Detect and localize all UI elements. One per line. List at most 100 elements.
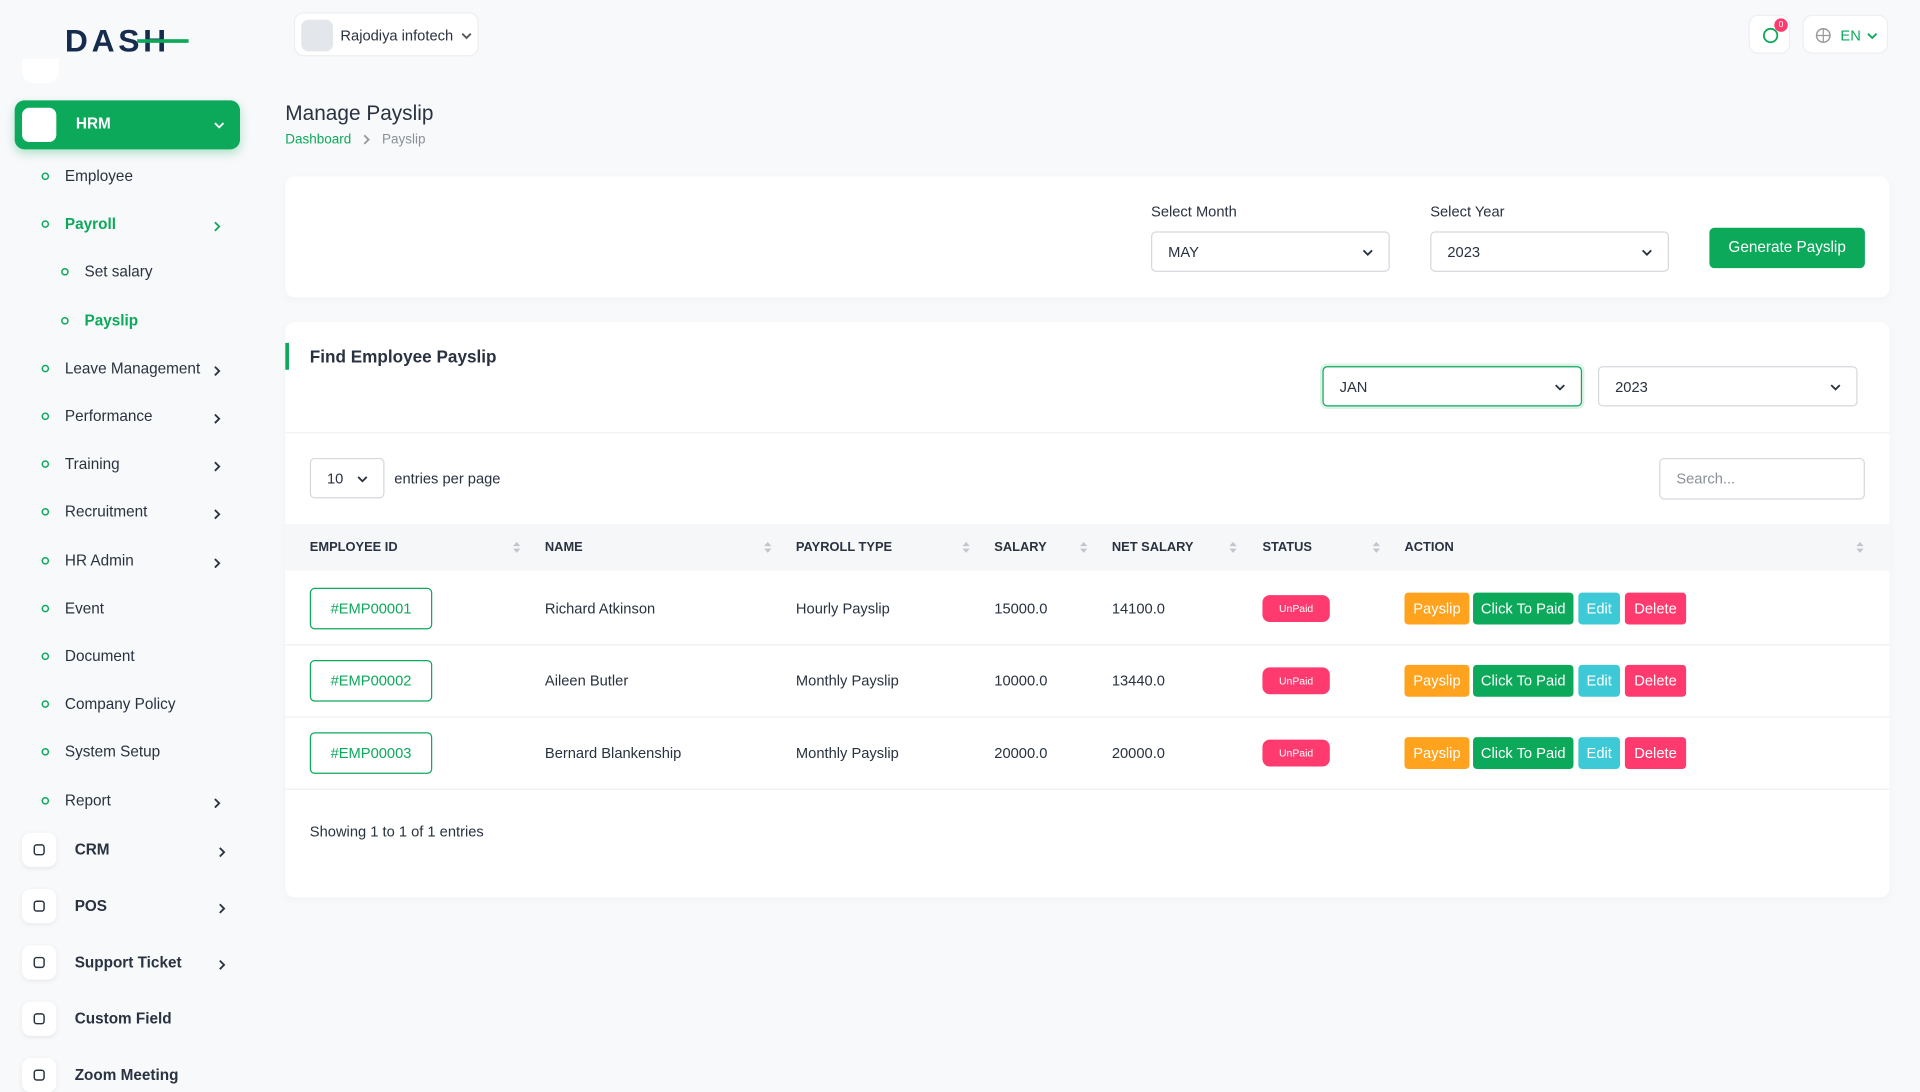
breadcrumb-current: Payslip <box>382 132 426 147</box>
row-divider <box>285 644 1890 646</box>
table-header <box>285 524 1890 571</box>
search-box[interactable]: Search... <box>1659 457 1865 500</box>
action-button[interactable]: Delete <box>1624 592 1687 625</box>
module-item[interactable]: POS <box>74 897 108 915</box>
chevron <box>357 476 368 483</box>
hrm-menu[interactable]: HRM <box>14 100 241 150</box>
divider <box>285 432 1890 434</box>
menu-item[interactable]: Company Policy <box>64 695 176 713</box>
notification-button[interactable]: 0 <box>1748 14 1791 54</box>
chevron <box>219 903 226 914</box>
action-button[interactable]: Click To Paid <box>1473 737 1574 769</box>
chevron <box>1830 384 1841 391</box>
module-item[interactable]: Support Ticket <box>74 953 182 972</box>
module-item[interactable]: CRM <box>74 841 110 859</box>
module-icon <box>22 832 57 867</box>
menu-item[interactable]: Recruitment <box>64 503 148 521</box>
employee-id-button[interactable]: #EMP00002 <box>309 660 433 702</box>
module-icon <box>22 888 57 924</box>
menu-item[interactable]: Employee <box>64 167 133 185</box>
menu-item[interactable]: Event <box>64 599 105 617</box>
sort-icon <box>513 541 521 553</box>
entries-select[interactable]: 10 <box>309 457 385 499</box>
status-badge: UnPaid <box>1262 595 1330 623</box>
action-button[interactable]: Edit <box>1578 592 1621 625</box>
bullet <box>41 508 50 517</box>
column-header: ACTION <box>1404 540 1454 555</box>
generate-card: Select Month MAY Select Year 2023 Generate P… <box>285 176 1890 298</box>
generate-button[interactable]: Generate Payslip <box>1709 227 1865 269</box>
module-icon <box>22 1001 57 1036</box>
menu-item[interactable]: Payslip <box>84 311 139 329</box>
table-footer: Showing 1 to 1 of 1 entries <box>309 822 484 841</box>
employee-id-button[interactable]: #EMP00003 <box>309 732 433 774</box>
net-salary: 14100.0 <box>1111 600 1165 618</box>
select-value: 2023 <box>1615 378 1648 396</box>
status-badge: UnPaid <box>1262 739 1330 767</box>
sort-icon <box>1229 541 1237 553</box>
status-badge: UnPaid <box>1262 667 1330 695</box>
bullet <box>41 172 50 181</box>
menu-item[interactable]: System Setup <box>64 743 161 761</box>
page-title: Manage Payslip <box>285 101 434 125</box>
action-button[interactable]: Click To Paid <box>1473 592 1574 625</box>
breadcrumb-link[interactable]: Dashboard <box>285 132 352 147</box>
year-label: Select Year <box>1430 203 1505 221</box>
action-button[interactable]: Edit <box>1578 737 1621 769</box>
bullet <box>41 652 50 661</box>
salary: 10000.0 <box>994 672 1048 690</box>
column-header: EMPLOYEE ID <box>309 540 398 555</box>
action-button[interactable]: Payslip <box>1404 737 1470 769</box>
find-card: Find Employee Payslip JAN 2023 10 entries pe… <box>285 322 1890 898</box>
select-value: 2023 <box>1447 243 1481 261</box>
payroll-type: Monthly Payslip <box>795 744 899 762</box>
language: EN <box>1840 26 1861 45</box>
action-button[interactable]: Payslip <box>1404 592 1470 625</box>
employee-name: Bernard Blankenship <box>544 744 682 762</box>
bullet <box>41 556 50 565</box>
menu-item[interactable]: Training <box>64 455 120 473</box>
sort-icon <box>962 541 970 553</box>
menu-item[interactable]: Set salary <box>84 263 153 281</box>
module-glyph <box>33 844 45 856</box>
avatar <box>301 19 334 52</box>
net-salary: 13440.0 <box>1111 672 1165 690</box>
filter-month[interactable]: JAN <box>1322 366 1583 407</box>
chevron <box>1362 249 1373 256</box>
month-select[interactable]: MAY <box>1151 231 1390 272</box>
module-item[interactable]: Zoom Meeting <box>74 1066 179 1084</box>
bullet <box>41 796 50 805</box>
menu-item[interactable]: Report <box>64 791 111 809</box>
select-value: JAN <box>1339 378 1368 396</box>
module-item[interactable]: Custom Field <box>74 1010 172 1028</box>
year-select[interactable]: 2023 <box>1430 231 1669 272</box>
action-button[interactable]: Click To Paid <box>1473 664 1574 697</box>
module-glyph <box>33 956 45 969</box>
title-accent <box>285 342 289 370</box>
action-button[interactable]: Delete <box>1624 737 1687 769</box>
bullet <box>61 268 69 277</box>
menu-item[interactable]: Document <box>64 647 135 665</box>
action-button[interactable]: Edit <box>1578 664 1621 697</box>
chevron <box>214 557 221 568</box>
language-button[interactable]: EN <box>1802 14 1889 54</box>
chevron <box>219 847 226 858</box>
action-button[interactable]: Delete <box>1624 664 1687 697</box>
chevron <box>214 461 221 472</box>
chevron <box>214 413 221 424</box>
bullet <box>41 748 50 757</box>
filter-year[interactable]: 2023 <box>1597 366 1858 407</box>
notification-badge: 0 <box>1774 18 1788 32</box>
menu-item[interactable]: Payroll <box>64 215 116 233</box>
user-menu[interactable]: Rajodiya infotech <box>293 12 479 57</box>
sort-icon <box>1372 541 1381 553</box>
menu-item[interactable]: HR Admin <box>64 551 134 569</box>
action-button[interactable]: Payslip <box>1404 664 1470 697</box>
sort-icon <box>1856 541 1864 553</box>
menu-item[interactable]: Leave Management <box>64 359 201 377</box>
employee-id-button[interactable]: #EMP00001 <box>309 587 433 630</box>
bullet <box>41 220 50 229</box>
menu-item[interactable]: Performance <box>64 407 153 425</box>
sort-icon <box>764 541 772 553</box>
